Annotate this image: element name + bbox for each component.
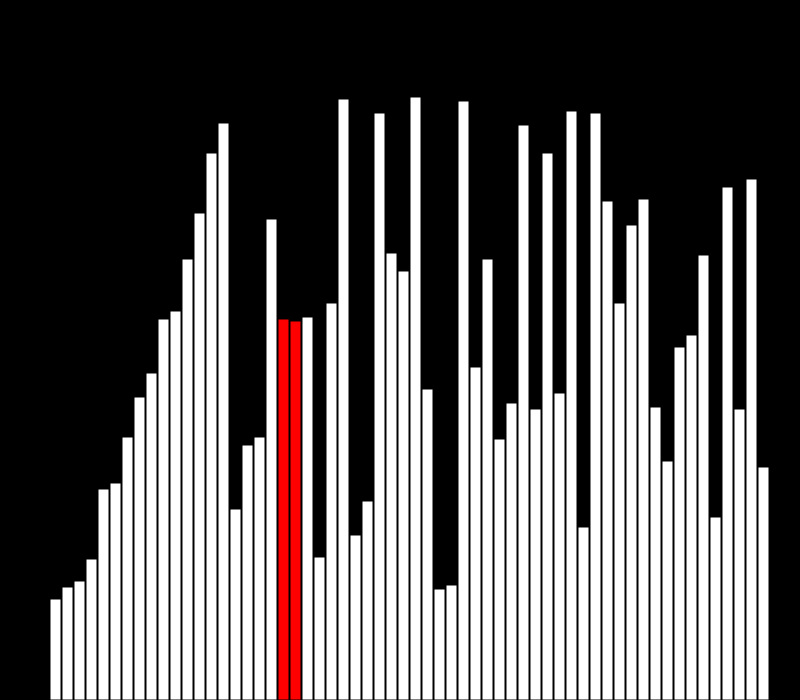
bar [254,437,265,700]
bar [566,111,577,700]
bar [62,587,73,700]
bar-highlighted [290,321,301,700]
bar [710,517,721,700]
bar [326,303,337,700]
bar [350,535,361,700]
bar [614,303,625,700]
bar [458,101,469,700]
bar [434,589,445,700]
bar [230,509,241,700]
bar [242,445,253,700]
bar [758,467,769,700]
bar [578,527,589,700]
bar [494,439,505,700]
bar [530,409,541,700]
bar [506,403,517,700]
bar [398,271,409,700]
bar [722,187,733,700]
bar [158,319,169,700]
bar [422,389,433,700]
bar [170,311,181,700]
bar [674,347,685,700]
bar [134,397,145,700]
bar [746,179,757,700]
bar [650,407,661,700]
bar [146,373,157,700]
bar [266,219,277,700]
bar [194,213,205,700]
bar [98,489,109,700]
bar [362,501,373,700]
bar [446,585,457,700]
bar [50,599,61,700]
bar [470,367,481,700]
bar [482,259,493,700]
bar [734,409,745,700]
bar [374,113,385,700]
bar [182,259,193,700]
bar [626,225,637,700]
bar [518,125,529,700]
bar-highlighted [278,319,289,700]
bar [110,483,121,700]
bar [410,97,421,700]
bar [554,393,565,700]
bar [86,559,97,700]
bar [602,201,613,700]
bar [122,437,133,700]
bar [314,557,325,700]
bar [698,255,709,700]
bar [686,335,697,700]
bar [218,123,229,700]
bar [542,153,553,700]
bar [638,199,649,700]
bar [74,581,85,700]
bar [302,317,313,700]
bar [338,99,349,700]
bar [386,253,397,700]
bar [590,113,601,700]
bar [206,153,217,700]
bar [662,461,673,700]
